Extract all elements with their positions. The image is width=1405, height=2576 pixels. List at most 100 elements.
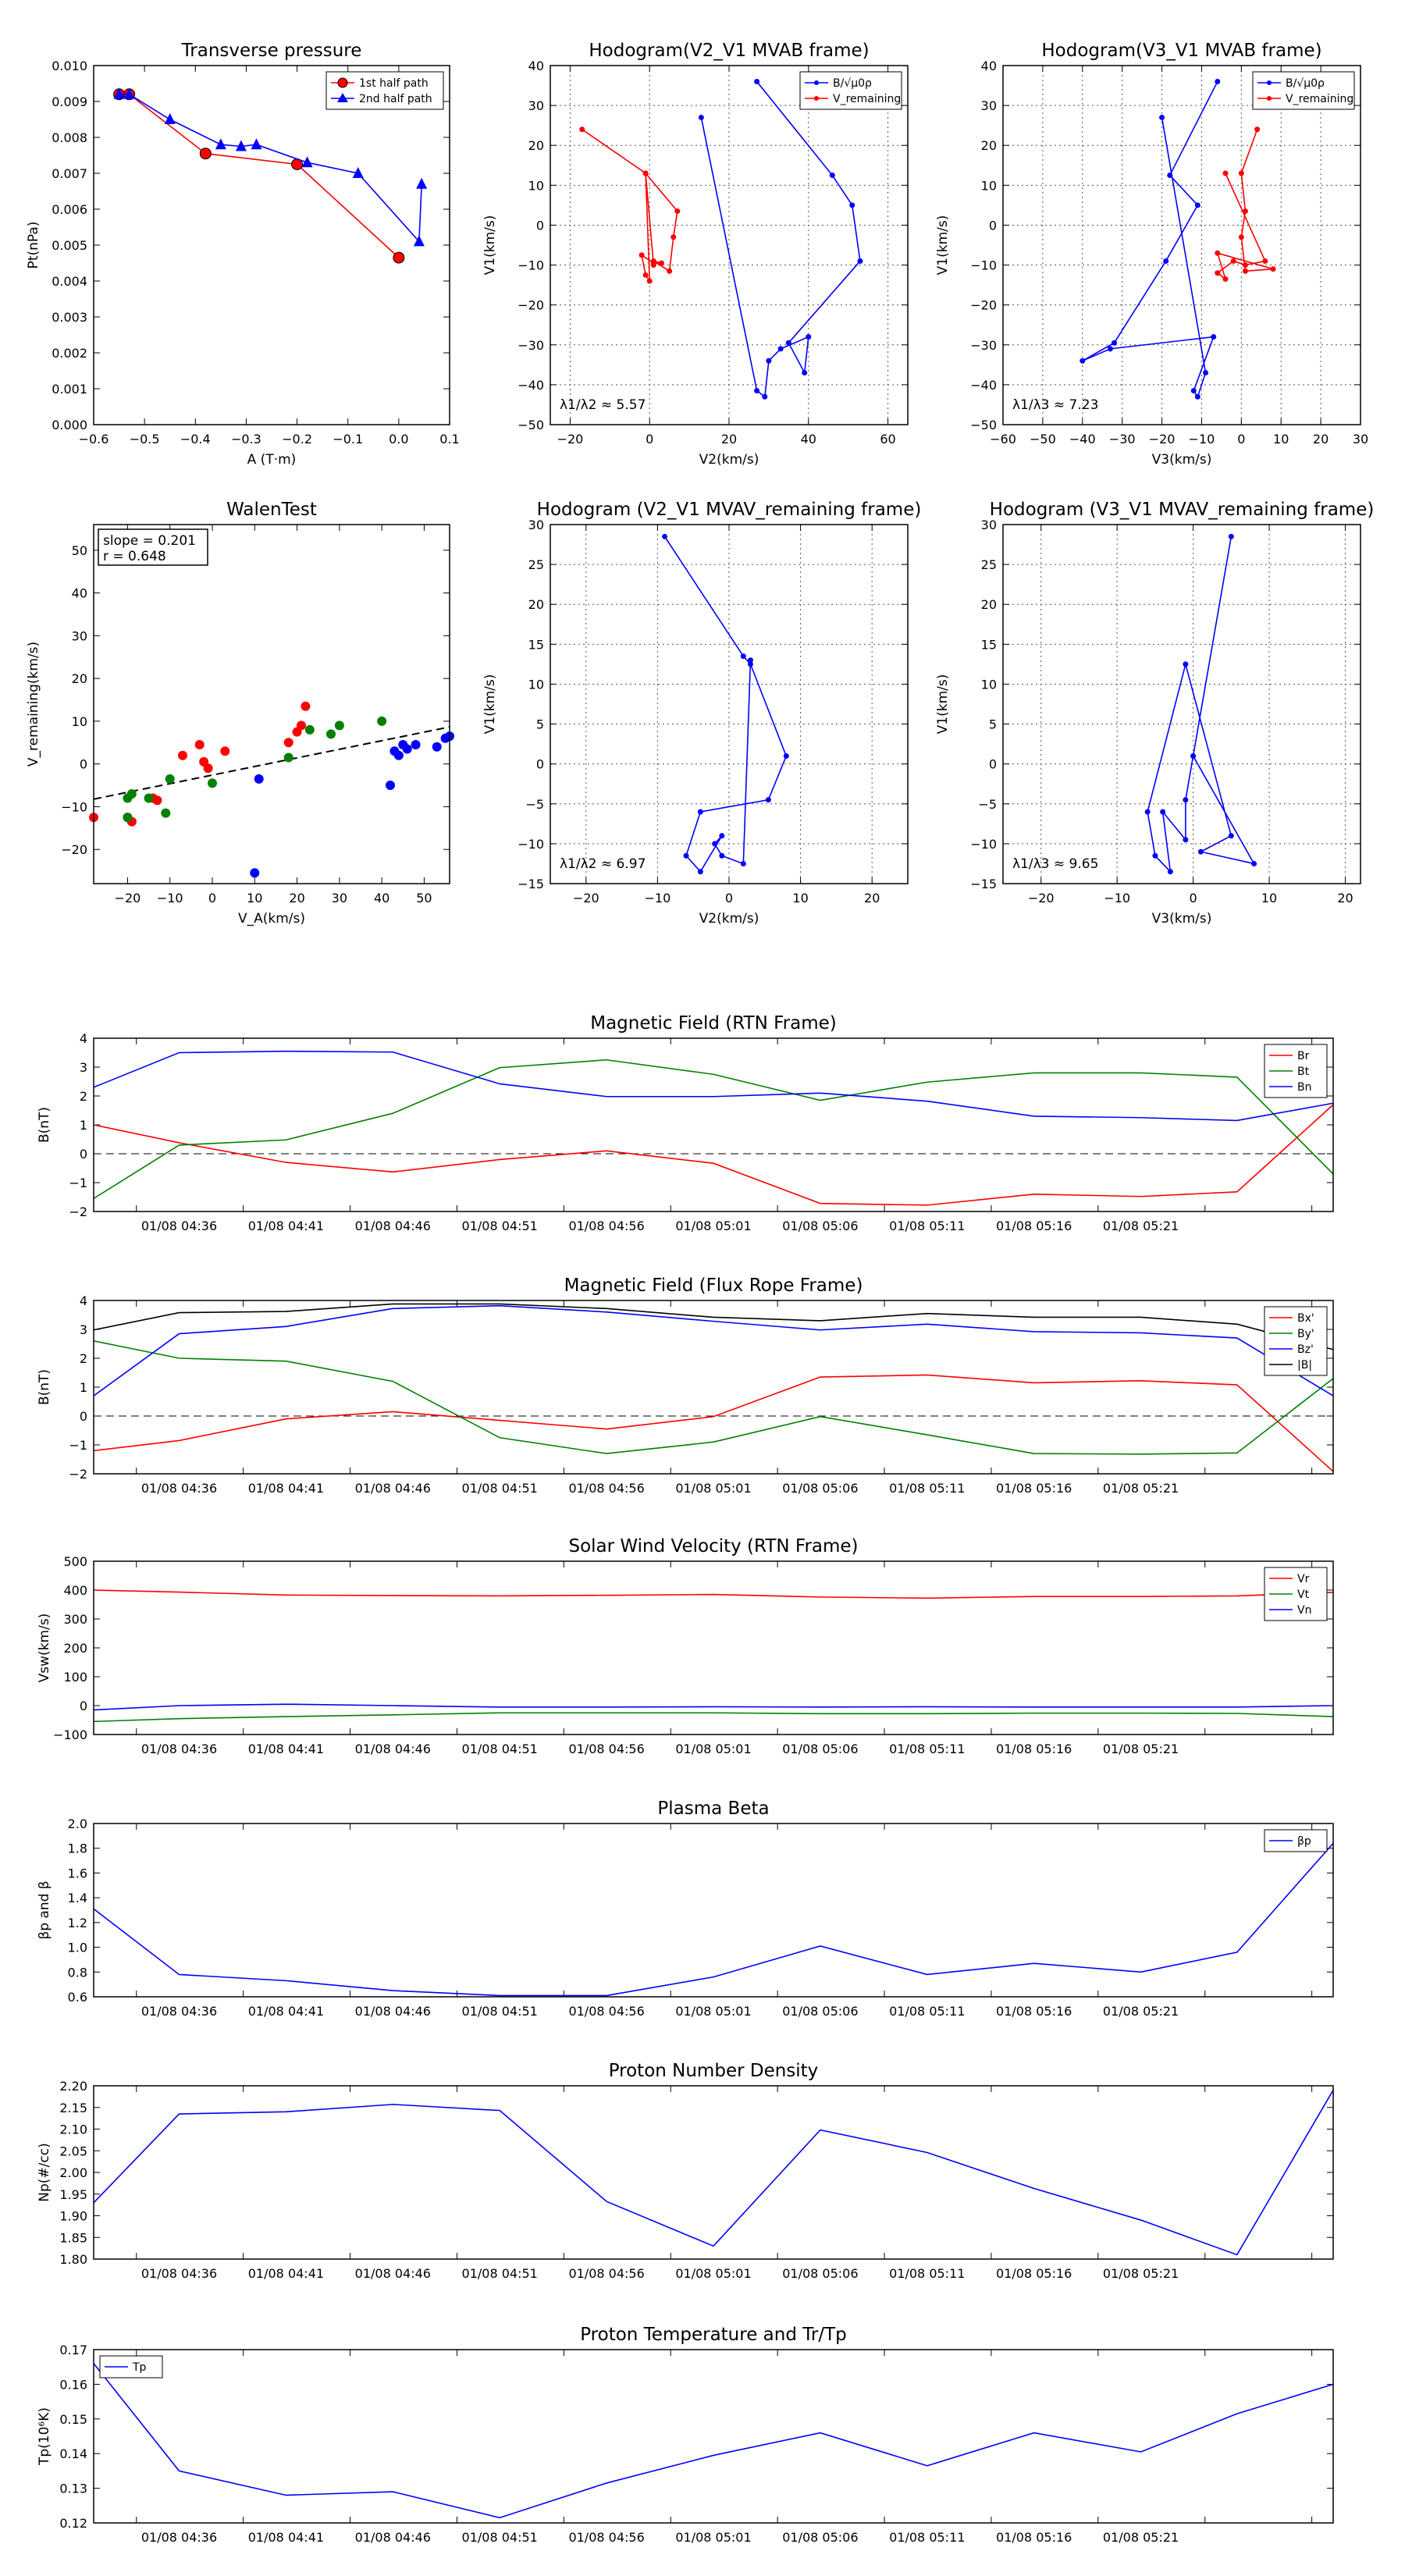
x-tick-label: 01/08 05:06 [782,2530,858,2545]
chart-title: Plasma Beta [657,1799,769,1819]
y-axis-label: Tp(10⁶K) [37,2407,52,2466]
y-tick-label: 2.10 [59,2122,87,2137]
x-tick-label: 01/08 05:11 [889,2266,965,2281]
data-point [783,753,789,759]
x-tick-label: 01/08 05:21 [1103,1481,1179,1496]
y-tick-label: −10 [518,837,544,852]
y-axis-label: B(nT) [37,1107,52,1143]
series-line [93,1703,1334,1711]
y-tick-label: −5 [525,797,544,812]
legend-box [799,71,902,110]
x-tick-label: −50 [1030,432,1056,447]
y-tick-label: 30 [981,98,997,113]
y-tick-label: 0 [80,1409,87,1424]
x-tick-label: 01/08 04:41 [248,2266,324,2281]
scatter-point [194,740,205,750]
legend-label: Bz' [1297,1343,1314,1356]
x-tick-label: 01/08 05:06 [782,1481,858,1496]
data-point [1222,276,1229,282]
y-tick-label: −20 [970,298,997,313]
data-point [1215,250,1221,256]
data-point [393,251,405,264]
data-point [1228,833,1234,839]
plot-frame [93,1823,1334,1998]
legend-box [1252,71,1355,110]
y-axis-label: V1(km/s) [482,215,498,276]
scatter-point [301,701,311,711]
x-tick-label: 01/08 05:01 [675,1219,751,1233]
y-tick-label: 40 [981,59,997,73]
data-point [1242,262,1248,269]
x-tick-label: 01/08 05:11 [889,2530,965,2545]
x-tick-label: 01/08 05:01 [675,1742,751,1756]
legend-label: βp [1297,1835,1311,1848]
y-tick-label: −10 [970,837,997,852]
scatter-point [250,868,260,878]
scatter-point [161,808,171,818]
data-point [251,138,262,150]
data-point [301,156,313,168]
chart-title: WalenTest [226,500,317,520]
y-tick-label: −40 [518,378,544,393]
series-line [93,2363,1334,2519]
x-tick-label: 01/08 05:06 [782,1742,858,1756]
x-tick-label: 01/08 05:06 [782,2004,858,2019]
data-point [754,78,760,84]
legend-box [1264,1829,1328,1852]
x-tick-label: 01/08 04:46 [355,2004,431,2019]
y-tick-label: 0.009 [52,94,87,109]
y-tick-label: 1.6 [68,1866,87,1880]
y-tick-label: 20 [981,138,997,153]
x-tick-label: 0 [208,891,216,906]
y-tick-label: 30 [72,628,87,643]
legend-label: 2nd half path [359,93,432,105]
y-axis-label: B(nT) [37,1369,52,1405]
data-point [1111,340,1117,346]
data-point [1211,334,1217,340]
y-tick-label: 0.006 [52,202,87,217]
plot-frame [93,2085,1334,2260]
x-tick-label: 01/08 05:16 [996,2004,1072,2019]
data-point [642,170,649,176]
series-line [93,1589,1334,1599]
x-tick-label: −20 [557,432,584,447]
y-tick-label: 3 [80,1060,87,1075]
x-axis-label: V3(km/s) [1152,911,1212,927]
plot-frame [1002,65,1361,425]
data-point [1190,388,1197,394]
y-tick-label: 400 [63,1583,87,1598]
y-tick-label: 10 [981,178,997,193]
y-tick-label: −10 [518,258,544,273]
y-tick-label: −20 [518,298,544,313]
scatter-point [123,813,133,823]
plot-frame [1002,524,1361,884]
y-tick-label: 10 [981,677,997,692]
legend-marker [814,80,819,85]
y-tick-label: −5 [978,797,997,812]
legend-label: Br [1297,1050,1310,1062]
data-point [1107,346,1113,352]
data-point [719,852,725,859]
y-tick-label: 1.0 [68,1941,87,1955]
x-tick-label: 01/08 05:21 [1103,1742,1179,1756]
x-tick-label: 0.0 [389,432,408,447]
y-tick-label: 10 [72,714,87,729]
x-tick-label: 01/08 04:41 [248,2530,324,2545]
plot-frame [93,1300,1334,1475]
x-tick-label: 01/08 05:01 [675,2004,751,2019]
data-point [1160,809,1166,815]
x-tick-label: 01/08 04:46 [355,1481,431,1496]
y-tick-label: 0.000 [52,418,87,432]
x-tick-label: 01/08 05:01 [675,2530,751,2545]
ratio-annotation: λ1/λ3 ≈ 7.23 [1012,397,1098,413]
y-tick-label: 1.8 [68,1841,87,1856]
panel-brtn: Magnetic Field (RTN Frame) −2 −1 0 1 2 3 4 01/08… [37,1013,1334,1233]
x-tick-label: 01/08 04:56 [568,1481,644,1496]
legend-label: B/√μ0ρ [833,77,872,90]
data-point [785,340,791,346]
x-tick-label: 20 [864,891,880,906]
x-tick-label: 01/08 04:41 [248,2004,324,2019]
y-tick-label: 1.85 [59,2230,87,2245]
data-point [802,370,808,376]
panel-walen: WalenTest −20 −10 0 10 20 30 40 50 −20 −10 0 10 20 30 4… [26,500,454,927]
